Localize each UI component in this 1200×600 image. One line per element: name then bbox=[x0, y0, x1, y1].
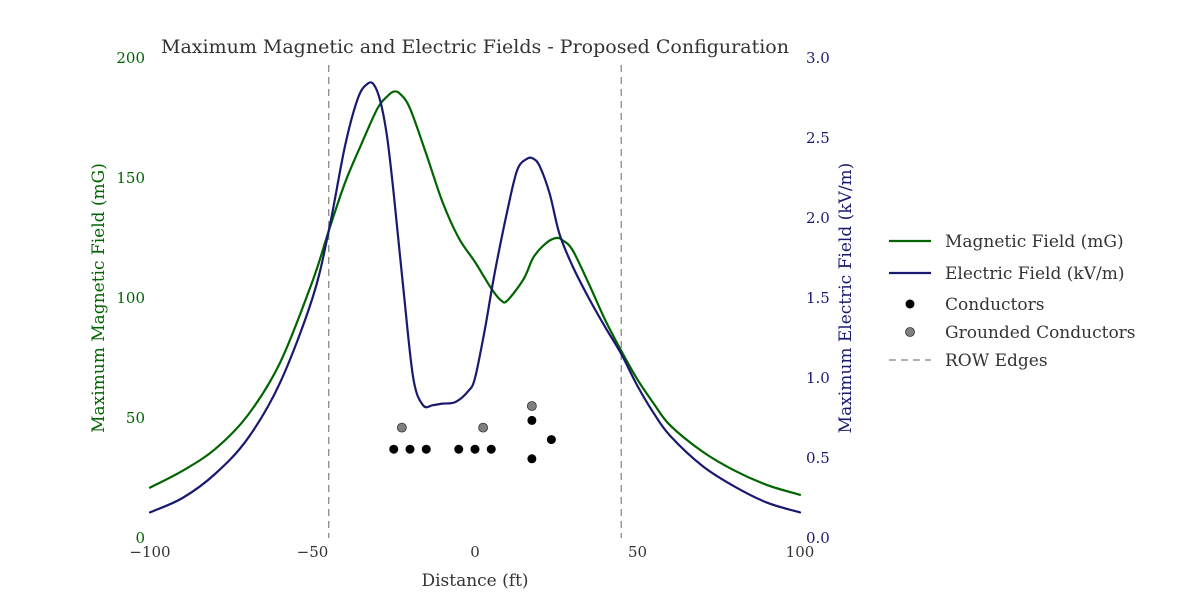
grounded-conductor-point bbox=[526, 401, 537, 411]
y-right-axis-label: Maximum Electric Field (kV/m) bbox=[836, 163, 856, 434]
y-left-tick-label: 150 bbox=[116, 169, 145, 187]
y-right-tick-label: 2.0 bbox=[806, 209, 830, 227]
conductor-point bbox=[470, 444, 480, 454]
y-right-axis-ticks: 0.0 0.5 1.0 1.5 2.0 2.5 3.0 bbox=[806, 49, 830, 547]
y-left-tick-label: 200 bbox=[116, 49, 145, 67]
conductor-point bbox=[405, 444, 415, 454]
legend-swatch-conductors bbox=[905, 299, 915, 309]
x-axis-ticks: −100 −50 0 50 100 bbox=[129, 543, 814, 561]
legend-label-row-edges: ROW Edges bbox=[945, 351, 1048, 371]
electric-field-line bbox=[148, 81, 802, 514]
x-tick-label: −100 bbox=[129, 543, 170, 561]
conductor-point bbox=[486, 444, 496, 454]
grounded-conductor-point bbox=[478, 422, 489, 433]
x-tick-label: 0 bbox=[470, 543, 480, 561]
x-axis-label: Distance (ft) bbox=[421, 571, 528, 591]
y-left-tick-label: 0 bbox=[135, 529, 145, 547]
row-edges bbox=[328, 65, 622, 538]
conductor-point bbox=[527, 415, 537, 425]
legend-label-grounded: Grounded Conductors bbox=[945, 323, 1136, 343]
x-tick-label: −50 bbox=[297, 543, 329, 561]
magnetic-field-line bbox=[148, 90, 802, 496]
y-right-tick-label: 1.0 bbox=[806, 369, 830, 387]
legend-label-magnetic: Magnetic Field (mG) bbox=[945, 232, 1124, 252]
y-right-tick-label: 2.5 bbox=[806, 129, 830, 147]
conductor-point bbox=[421, 444, 431, 454]
y-right-tick-label: 1.5 bbox=[806, 289, 830, 307]
chart-title: Maximum Magnetic and Electric Fields - P… bbox=[161, 36, 789, 58]
conductor-point bbox=[454, 444, 464, 454]
y-left-axis-ticks: 0 50 100 150 200 bbox=[116, 49, 145, 547]
conductor-point bbox=[527, 454, 537, 464]
conductor-point bbox=[546, 435, 556, 445]
y-right-tick-label: 0.5 bbox=[806, 449, 830, 467]
x-tick-label: 50 bbox=[628, 543, 647, 561]
y-right-tick-label: 3.0 bbox=[806, 49, 830, 67]
legend-label-conductors: Conductors bbox=[945, 295, 1044, 315]
conductor-point bbox=[389, 444, 399, 454]
legend-swatch-grounded bbox=[905, 327, 915, 337]
x-tick-label: 100 bbox=[786, 543, 815, 561]
series-lines bbox=[148, 81, 802, 514]
y-left-axis-label: Maximum Magnetic Field (mG) bbox=[89, 163, 109, 433]
marker-points bbox=[389, 401, 556, 464]
y-right-tick-label: 0.0 bbox=[806, 529, 830, 547]
grounded-conductor-point bbox=[396, 422, 407, 433]
y-left-tick-label: 100 bbox=[116, 289, 145, 307]
y-left-tick-label: 50 bbox=[126, 409, 145, 427]
legend: Magnetic Field (mG) Electric Field (kV/m… bbox=[889, 232, 1136, 371]
legend-label-electric: Electric Field (kV/m) bbox=[945, 264, 1124, 284]
